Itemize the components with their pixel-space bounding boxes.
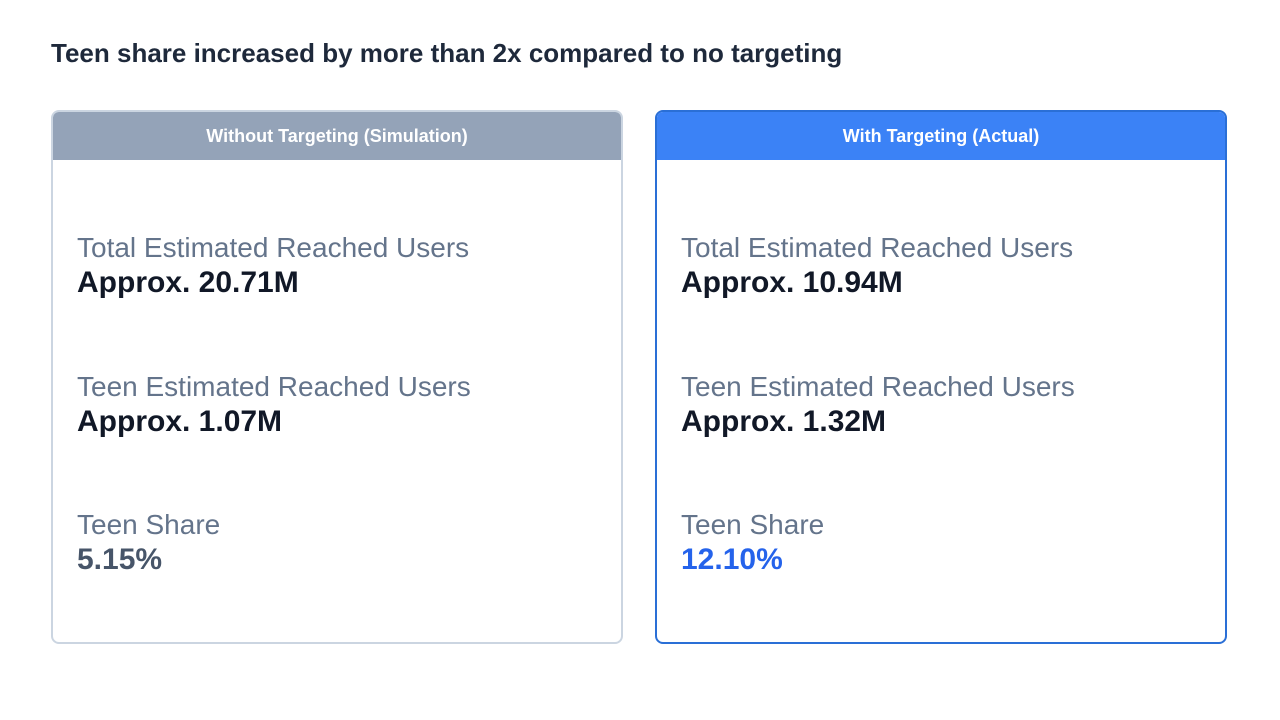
teen-reached-label: Teen Estimated Reached Users: [681, 371, 1075, 402]
teen-share-metric: Teen Share 5.15%: [77, 508, 220, 578]
teen-share-label: Teen Share: [681, 509, 825, 540]
with-targeting-card: With Targeting (Actual) Total Estimated …: [655, 110, 1227, 644]
teen-share-label: Teen Share: [77, 509, 221, 540]
without-targeting-card: Without Targeting (Simulation) Total Est…: [51, 110, 623, 644]
with-targeting-header: With Targeting (Actual): [657, 112, 1225, 160]
teen-share-value: 12.10%: [681, 543, 783, 576]
teen-share-value: 5.15%: [77, 543, 163, 576]
teen-share-metric: Teen Share 12.10%: [681, 508, 824, 578]
total-reached-metric: Total Estimated Reached Users Approx. 20…: [77, 231, 469, 301]
total-reached-label: Total Estimated Reached Users: [77, 232, 470, 263]
total-reached-value: Approx. 10.94M: [681, 266, 903, 299]
total-reached-metric: Total Estimated Reached Users Approx. 10…: [681, 231, 1073, 301]
teen-reached-value: Approx. 1.32M: [681, 405, 887, 438]
teen-reached-label: Teen Estimated Reached Users: [77, 371, 471, 402]
teen-reached-metric: Teen Estimated Reached Users Approx. 1.3…: [681, 370, 1075, 440]
total-reached-value: Approx. 20.71M: [77, 266, 299, 299]
teen-reached-metric: Teen Estimated Reached Users Approx. 1.0…: [77, 370, 471, 440]
total-reached-label: Total Estimated Reached Users: [681, 232, 1074, 263]
page-title: Teen share increased by more than 2x com…: [51, 38, 843, 68]
without-targeting-header: Without Targeting (Simulation): [53, 112, 621, 160]
teen-reached-value: Approx. 1.07M: [77, 405, 283, 438]
